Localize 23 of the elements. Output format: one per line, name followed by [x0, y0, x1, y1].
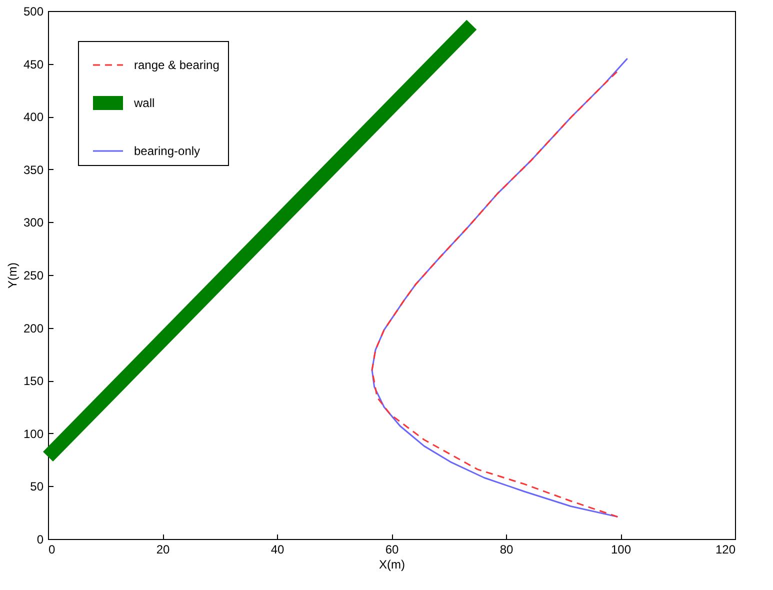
x-tick-label: 20: [156, 542, 170, 556]
x-tick-label: 40: [270, 542, 284, 556]
x-tick-label: 0: [48, 542, 56, 556]
y-axis-title: Y(m): [5, 262, 20, 288]
y-tick-label: 400: [23, 110, 44, 124]
y-tick-label: 0: [36, 532, 44, 546]
y-tick-label: 250: [23, 268, 44, 282]
y-tick-label: 500: [23, 4, 44, 18]
y-tick-label: 300: [23, 216, 44, 230]
x-tick-label: 120: [715, 542, 736, 556]
x-tick-label: 60: [385, 542, 399, 556]
legend-label: bearing-only: [134, 144, 200, 158]
y-tick-label: 100: [23, 426, 44, 441]
y-tick-label: 150: [23, 374, 44, 388]
x-tick-label: 80: [500, 542, 514, 556]
y-tick-label: 350: [23, 162, 44, 177]
x-axis-title: X(m): [379, 558, 405, 572]
y-tick-label: 450: [23, 57, 44, 72]
legend-label: range & bearing: [134, 58, 220, 72]
legend-label: wall: [133, 96, 155, 110]
y-tick-label: 50: [30, 480, 44, 494]
x-tick-label: 100: [610, 542, 632, 556]
y-tick-label: 200: [23, 321, 44, 336]
